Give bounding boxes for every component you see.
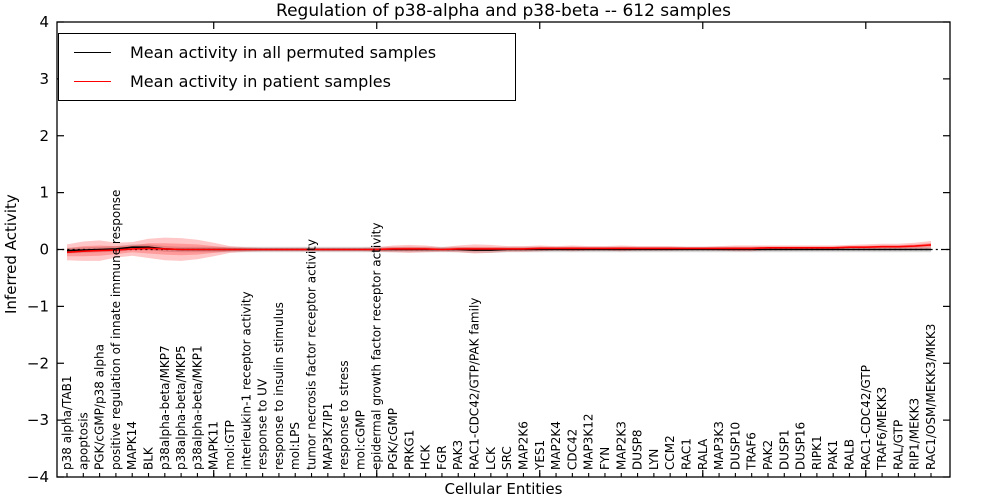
y-tick-label: −4 (27, 468, 49, 486)
x-tick-label: TRAF6/MEKK3 (875, 387, 889, 471)
x-tick-label: RALB (842, 439, 856, 470)
x-tick-label: p38alpha-beta/MKP5 (174, 345, 188, 470)
x-tick-label: RAC1 (679, 438, 693, 470)
x-tick-label: CDC42 (565, 429, 579, 470)
x-tick-label: RIPK1 (810, 435, 824, 470)
x-tick-label: YES1 (533, 440, 547, 471)
x-tick-label: PAK1 (826, 440, 840, 470)
x-tick-label: PGK/cGMP (386, 408, 400, 470)
x-tick-label: interleukin-1 receptor activity (239, 291, 253, 470)
x-tick-label: MAPK11 (207, 421, 221, 470)
legend-label-patient: Mean activity in patient samples (130, 72, 391, 91)
x-tick-label: FYN (598, 447, 612, 470)
x-tick-label: MAP2K3 (614, 421, 628, 470)
x-tick-label: RAC1/OSM/MEKK3/MKK3 (924, 324, 938, 470)
legend: Mean activity in all permuted samples Me… (58, 33, 516, 101)
patient-mean-line (66, 244, 932, 254)
x-tick-label: response to stress (337, 360, 351, 470)
x-tick-label: MAPK14 (125, 421, 139, 470)
x-tick-label: MAP3K3 (712, 421, 726, 470)
x-tick-label: SRC (500, 446, 514, 470)
x-tick-label: tumor necrosis factor receptor activity (305, 239, 319, 470)
y-tick-label: −1 (27, 297, 49, 315)
x-tick-label: response to insulin stimulus (272, 302, 286, 470)
x-tick-label: RAL/GTP (891, 420, 905, 470)
x-tick-label: DUSP10 (728, 422, 742, 470)
x-tick-label: mol:LPS (288, 422, 302, 470)
x-tick-label: HCK (419, 444, 433, 470)
x-tick-label: DUSP8 (631, 429, 645, 470)
x-tick-label: FGR (435, 445, 449, 470)
x-tick-label: mol:cGMP (353, 410, 367, 470)
x-tick-label: RALA (696, 438, 710, 470)
x-tick-label: RAC1-CDC42/GTP (859, 365, 873, 470)
y-tick-label: 4 (39, 13, 49, 31)
x-tick-label: MAP3K12 (582, 413, 596, 470)
x-tick-label: MAP2K6 (516, 421, 530, 470)
x-tick-label: DUSP16 (794, 422, 808, 470)
y-tick-label: −2 (27, 354, 49, 372)
x-tick-label: DUSP1 (777, 429, 791, 470)
x-tick-label: LYN (647, 449, 661, 470)
legend-line-red-icon (74, 81, 111, 82)
x-tick-label: PAK2 (761, 440, 775, 470)
x-tick-label: positive regulation of innate immune res… (109, 190, 123, 470)
legend-item-permuted: Mean activity in all permuted samples (59, 38, 515, 67)
x-tick-label: PGK/cGMP/p38 alpha (93, 344, 107, 470)
x-tick-label: TRAF6 (745, 432, 759, 471)
legend-line-black-icon (74, 52, 111, 53)
x-tick-label: epidermal growth factor receptor activit… (370, 223, 384, 470)
y-tick-label: 2 (39, 127, 49, 145)
y-tick-label: 1 (39, 184, 49, 202)
legend-item-patient: Mean activity in patient samples (59, 67, 515, 96)
x-tick-label: p38alpha-beta/MKP7 (158, 345, 172, 470)
x-tick-label: MAP2K4 (549, 421, 563, 470)
x-tick-label: PAK3 (451, 440, 465, 470)
x-tick-label: mol:GTP (223, 420, 237, 470)
x-tick-label: BLK (142, 446, 156, 470)
y-tick-label: 3 (39, 70, 49, 88)
x-tick-label: CCM2 (663, 435, 677, 470)
legend-label-permuted: Mean activity in all permuted samples (130, 43, 437, 62)
x-tick-label: MAP3K7IP1 (321, 403, 335, 470)
x-tick-label: RAC1-CDC42/GTP/PAK family (468, 298, 482, 470)
x-tick-label: PRKG1 (402, 430, 416, 470)
chart-title: Regulation of p38-alpha and p38-beta -- … (276, 1, 731, 21)
x-tick-label: LCK (484, 446, 498, 470)
y-tick-label: −3 (27, 411, 49, 429)
x-tick-label: p38 alpha/TAB1 (60, 376, 74, 470)
x-tick-label: p38alpha-beta/MKP1 (190, 345, 204, 470)
x-tick-label: response to UV (256, 378, 270, 470)
y-tick-label: 0 (39, 241, 49, 259)
x-axis-label: Cellular Entities (444, 480, 563, 498)
x-tick-label: RIP1/MEKK3 (908, 398, 922, 470)
x-tick-label: apoptosis (76, 412, 90, 470)
